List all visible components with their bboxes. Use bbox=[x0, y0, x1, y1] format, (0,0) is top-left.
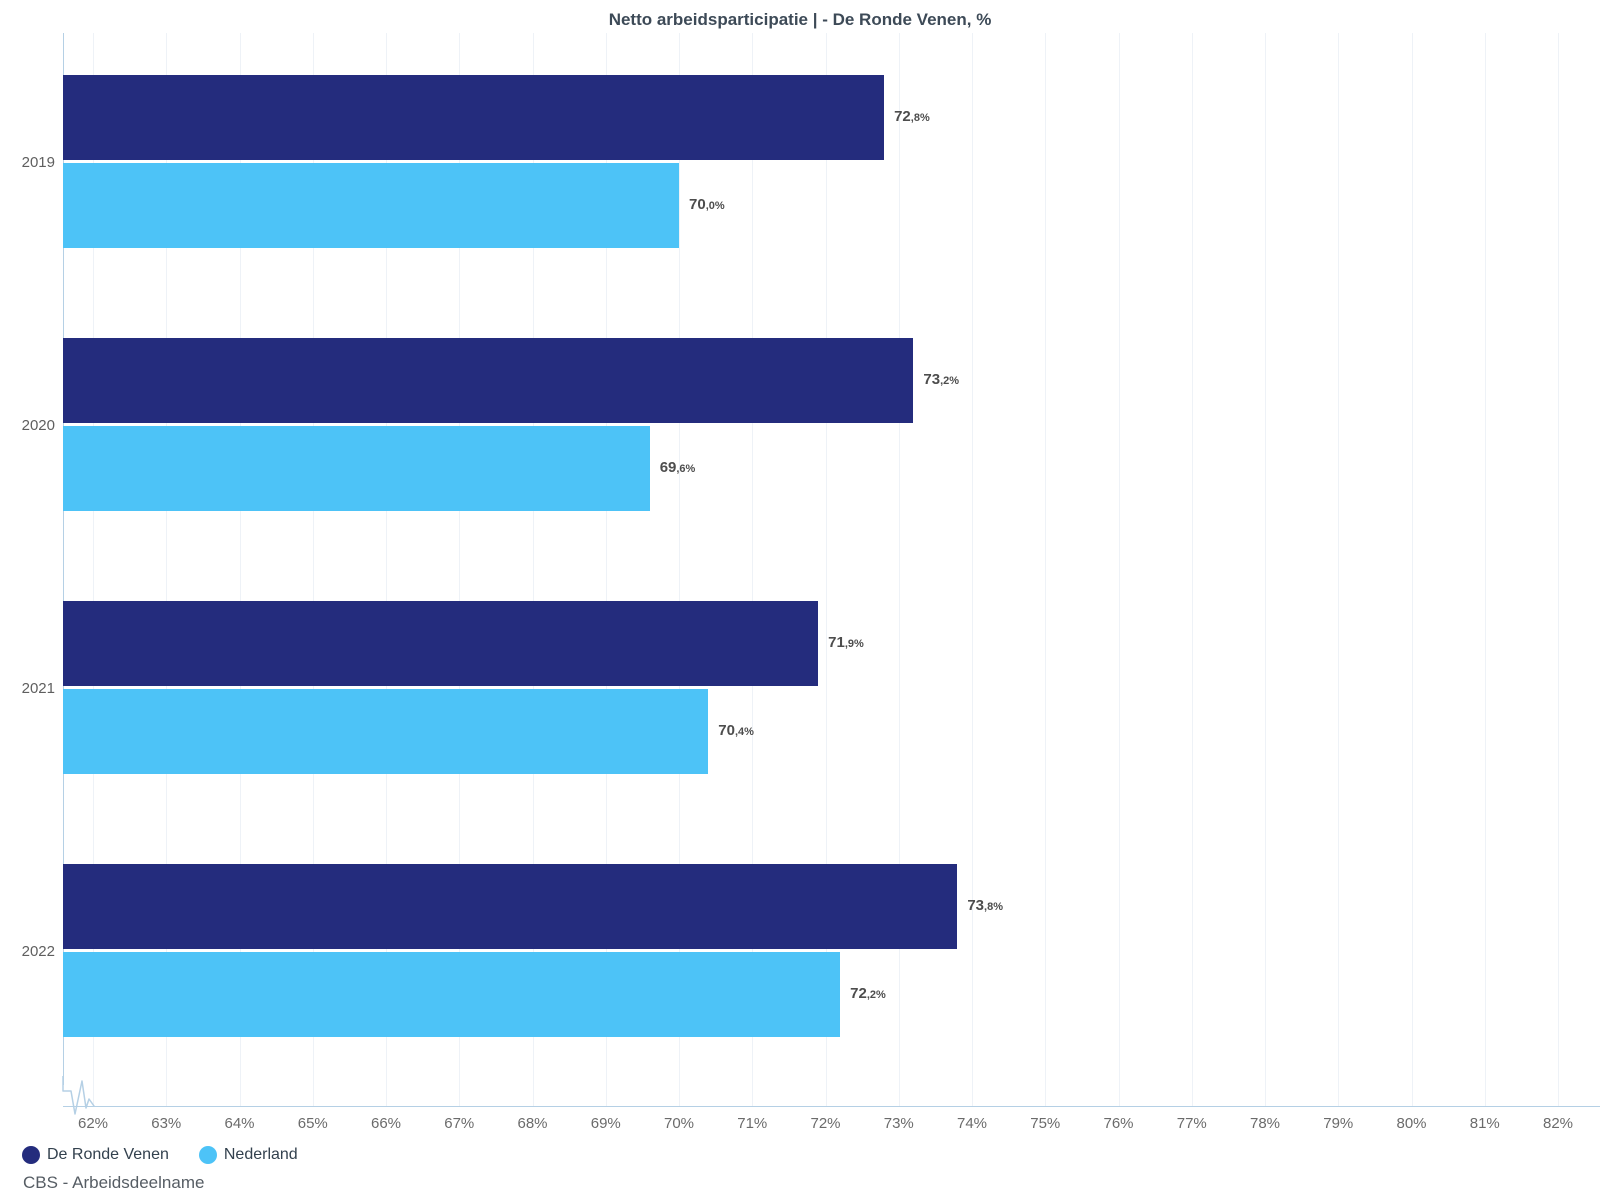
gridline bbox=[1118, 33, 1120, 1106]
x-tick-label: 69% bbox=[590, 1115, 621, 1132]
x-tick-label: 73% bbox=[883, 1115, 914, 1132]
source-note: CBS - Arbeidsdeelname bbox=[23, 1173, 205, 1192]
y-category-label-2019: 2019 bbox=[21, 154, 55, 171]
x-tick-label: 63% bbox=[151, 1115, 182, 1132]
gridline bbox=[459, 33, 461, 1106]
bar-de-ronde-venen-2022[interactable] bbox=[63, 864, 958, 949]
gridline bbox=[1558, 33, 1559, 1106]
value-label-de-ronde-venen-2019: 72,8% bbox=[894, 108, 930, 127]
value-frac: ,2% bbox=[940, 374, 960, 387]
x-tick-label: 66% bbox=[370, 1115, 402, 1132]
value-int: 69 bbox=[659, 458, 677, 476]
gridline bbox=[93, 33, 94, 1106]
legend-item-de-ronde-venen[interactable]: De Ronde Venen bbox=[22, 1146, 169, 1164]
gridline bbox=[1411, 33, 1413, 1106]
y-category-label-2020: 2020 bbox=[21, 417, 55, 434]
value-frac: ,8% bbox=[984, 900, 1003, 913]
value-frac: ,0% bbox=[705, 199, 725, 212]
x-tick-label: 77% bbox=[1176, 1115, 1207, 1132]
value-int: 73 bbox=[923, 370, 941, 388]
x-tick-label: 74% bbox=[956, 1115, 988, 1132]
value-label-nederland-2022: 72,2% bbox=[850, 985, 886, 1004]
axis-break-mark bbox=[57, 1075, 101, 1120]
gridline bbox=[1484, 33, 1486, 1106]
legend-item-nederland[interactable]: Nederland bbox=[198, 1146, 298, 1164]
gridline bbox=[1338, 33, 1340, 1106]
bar-de-ronde-venen-2020[interactable] bbox=[63, 338, 914, 423]
legend-swatch-icon bbox=[198, 1146, 217, 1164]
gridline bbox=[679, 33, 680, 1106]
x-tick-label: 65% bbox=[297, 1115, 328, 1132]
value-int: 71 bbox=[828, 633, 845, 651]
x-tick-label: 75% bbox=[1030, 1115, 1061, 1132]
value-frac: ,4% bbox=[734, 725, 754, 738]
bar-nederland-2021[interactable] bbox=[63, 689, 709, 774]
bar-nederland-2022[interactable] bbox=[63, 952, 841, 1037]
gridline bbox=[166, 33, 168, 1106]
gridline bbox=[312, 33, 314, 1106]
legend-swatch-icon bbox=[22, 1146, 40, 1164]
gridline bbox=[898, 33, 900, 1106]
value-frac: ,8% bbox=[910, 111, 930, 124]
value-frac: ,2% bbox=[866, 988, 886, 1001]
value-label-nederland-2019: 70,0% bbox=[689, 196, 725, 215]
x-tick-label: 68% bbox=[517, 1115, 548, 1132]
bar-nederland-2019[interactable] bbox=[63, 163, 679, 248]
legend-item-label: Nederland bbox=[223, 1146, 298, 1163]
gridline bbox=[972, 33, 973, 1106]
y-axis-line bbox=[63, 33, 64, 1085]
value-int: 70 bbox=[689, 195, 706, 213]
gridline bbox=[1191, 33, 1193, 1106]
value-int: 70 bbox=[718, 721, 735, 739]
x-tick-label: 79% bbox=[1323, 1115, 1354, 1132]
x-tick-label: 76% bbox=[1103, 1115, 1134, 1132]
legend-item-label: De Ronde Venen bbox=[47, 1146, 169, 1163]
y-category-label-2021: 2021 bbox=[21, 680, 55, 697]
x-axis-line bbox=[63, 1106, 1600, 1107]
value-label-nederland-2021: 70,4% bbox=[718, 722, 754, 741]
x-tick-label: 80% bbox=[1396, 1115, 1427, 1132]
gridline bbox=[386, 33, 387, 1106]
legend: De Ronde Venen Nederland bbox=[22, 1146, 298, 1164]
value-label-de-ronde-venen-2020: 73,2% bbox=[923, 371, 959, 390]
value-int: 73 bbox=[967, 896, 985, 914]
x-tick-label: 71% bbox=[737, 1115, 768, 1132]
value-int: 72 bbox=[894, 107, 911, 125]
value-label-de-ronde-venen-2022: 73,8% bbox=[967, 897, 1003, 916]
value-label-de-ronde-venen-2021: 71,9% bbox=[828, 634, 864, 653]
gridline bbox=[1265, 33, 1266, 1106]
value-frac: ,6% bbox=[676, 462, 696, 475]
x-tick-label: 82% bbox=[1542, 1115, 1574, 1132]
x-tick-label: 62% bbox=[77, 1115, 109, 1132]
value-label-nederland-2020: 69,6% bbox=[660, 459, 696, 478]
x-tick-label: 81% bbox=[1469, 1115, 1500, 1132]
value-int: 72 bbox=[850, 984, 867, 1002]
bar-de-ronde-venen-2021[interactable] bbox=[63, 601, 819, 686]
bar-de-ronde-venen-2019[interactable] bbox=[63, 75, 885, 160]
chart-title: Netto arbeidsparticipatie | - De Ronde V… bbox=[608, 10, 992, 29]
x-tick-label: 70% bbox=[663, 1115, 695, 1132]
x-tick-label: 78% bbox=[1249, 1115, 1281, 1132]
value-frac: ,9% bbox=[844, 637, 864, 650]
gridline bbox=[239, 33, 241, 1106]
gridline bbox=[752, 33, 754, 1106]
gridline bbox=[1045, 33, 1047, 1106]
x-tick-label: 64% bbox=[224, 1115, 255, 1132]
x-tick-label: 67% bbox=[444, 1115, 475, 1132]
gridline bbox=[532, 33, 534, 1106]
x-tick-label: 72% bbox=[810, 1115, 841, 1132]
y-category-label-2022: 2022 bbox=[21, 943, 55, 960]
gridline bbox=[825, 33, 827, 1106]
bar-nederland-2020[interactable] bbox=[63, 426, 650, 511]
gridline bbox=[605, 33, 607, 1106]
